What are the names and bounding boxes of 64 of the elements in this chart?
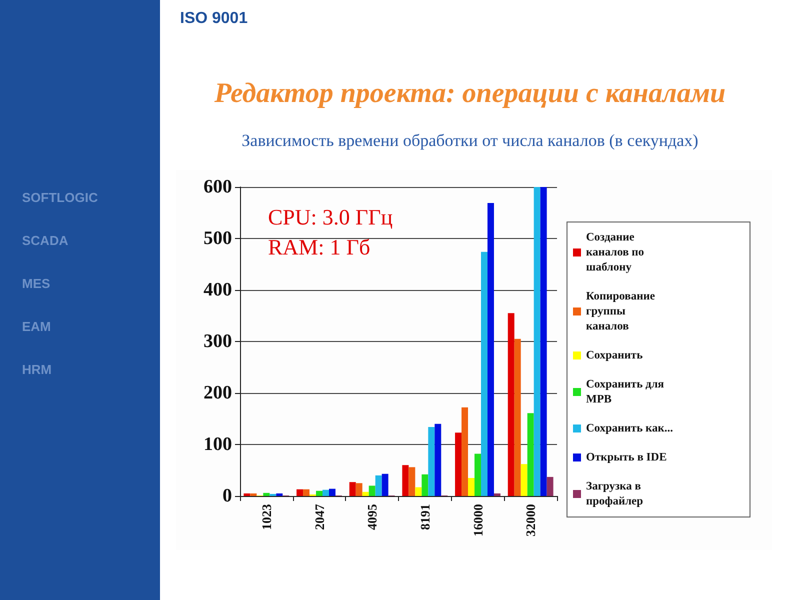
- bar: [514, 338, 521, 496]
- text: HRM: [22, 362, 52, 377]
- text: SCADA: [22, 233, 68, 248]
- bar: [263, 492, 270, 496]
- legend-label: Копирование группы каналов: [586, 290, 658, 332]
- legend-label: Сохранить для МРВ: [586, 378, 667, 406]
- bar: [487, 202, 494, 496]
- x-tick-label: 2047: [312, 504, 327, 530]
- x-tick-label: 32000: [523, 504, 538, 536]
- text: ISO 9001: [180, 10, 248, 28]
- annotation: CPU: 3.0 ГГц RAM: 1 Гб: [268, 204, 393, 260]
- y-tick-label: 0: [222, 486, 232, 506]
- bar: [356, 483, 362, 496]
- bar: [296, 489, 304, 496]
- bar: [415, 487, 422, 496]
- bar: [322, 490, 329, 496]
- bar: [349, 482, 356, 496]
- y-tick-label: 500: [204, 228, 232, 249]
- text: MES: [22, 276, 50, 291]
- chart-subtitle: Зависимость времени обработки от числа каналов (в секундах): [240, 131, 700, 151]
- bar: [434, 424, 442, 496]
- y-tick-label: 600: [204, 176, 232, 198]
- bar: [276, 493, 283, 496]
- bar: [368, 486, 376, 496]
- bar: [508, 313, 514, 496]
- text: SOFTLOGIC: [22, 190, 98, 205]
- bar: [244, 493, 250, 496]
- x-tick-label: 4095: [364, 504, 380, 530]
- y-tick-label: 300: [204, 331, 232, 352]
- bar: [316, 490, 322, 496]
- bar: [474, 454, 481, 496]
- x-tick-label: 8191: [417, 504, 432, 530]
- bar: [480, 252, 488, 496]
- y-tick-label: 100: [204, 434, 232, 455]
- bar: [303, 489, 310, 496]
- legend-label: Загрузка в профайлер: [586, 480, 644, 508]
- bar: [455, 432, 462, 496]
- y-tick-label: 400: [204, 280, 232, 300]
- bar: [462, 407, 468, 496]
- y-tick-label: 200: [204, 382, 232, 404]
- legend-label: Открыть в IDE: [586, 452, 668, 464]
- legend-label: Создание каналов по шаблону: [586, 232, 647, 274]
- bar: [382, 474, 388, 496]
- text: EAM: [22, 319, 51, 334]
- bar: [546, 476, 554, 496]
- x-tick-label: 1023: [258, 504, 274, 530]
- bar: [527, 413, 534, 496]
- chart-title: Редактор проекта: операции с каналами: [213, 78, 727, 110]
- bar: [408, 467, 416, 496]
- bar: [520, 464, 528, 496]
- bar: [362, 492, 369, 496]
- bar: [375, 475, 382, 496]
- x-tick-label: 16000: [470, 504, 486, 536]
- bar: [428, 426, 435, 496]
- bar: [494, 493, 500, 496]
- legend-label: Сохранить как...: [586, 422, 674, 434]
- bar: [468, 478, 475, 496]
- legend-label: Сохранить: [586, 350, 643, 362]
- bar: [328, 488, 336, 496]
- bar: [540, 187, 547, 496]
- bar: [402, 465, 409, 496]
- bar: [534, 187, 540, 496]
- bar: [422, 474, 428, 496]
- bar: [250, 493, 257, 496]
